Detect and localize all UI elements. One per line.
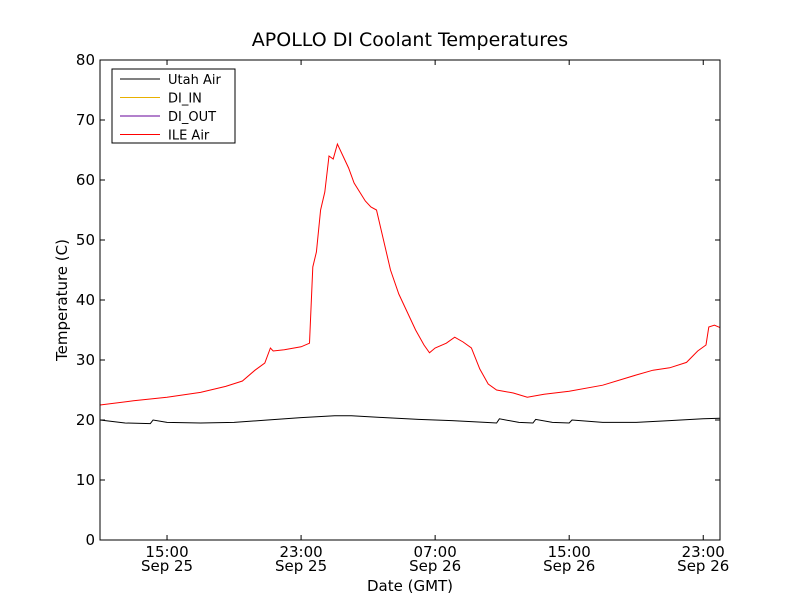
x-tick-label-time: 07:00 — [414, 543, 457, 561]
x-tick-label-date: Sep 25 — [141, 557, 193, 575]
legend-label: Utah Air — [168, 73, 221, 88]
chart-title: APOLLO DI Coolant Temperatures — [252, 29, 568, 51]
x-axis-label: Date (GMT) — [367, 577, 453, 595]
y-tick-label: 30 — [76, 351, 95, 369]
series-line-3 — [99, 142, 721, 406]
x-tick-label-date: Sep 26 — [677, 557, 729, 575]
legend-label: ILE Air — [168, 129, 210, 144]
x-tick-label-date: Sep 26 — [409, 557, 461, 575]
x-tick-label-time: 15:00 — [145, 543, 188, 561]
y-axis: 0 10 20 30 40 50 60 70 80 — [76, 51, 720, 549]
y-tick-label: 50 — [76, 231, 95, 249]
y-tick-label: 70 — [76, 111, 95, 129]
legend-label: DI_IN — [168, 92, 202, 107]
x-tick-label-time: 15:00 — [548, 543, 591, 561]
x-tick-label-date: Sep 26 — [543, 557, 595, 575]
x-tick-label-time: 23:00 — [682, 543, 725, 561]
y-tick-label: 40 — [76, 291, 95, 309]
legend: Utah Air DI_IN DI_OUT ILE Air — [111, 68, 236, 144]
y-tick-label: 10 — [76, 471, 95, 489]
legend-box — [111, 68, 236, 144]
x-tick-label-time: 23:00 — [279, 543, 322, 561]
y-tick-label: 0 — [85, 531, 95, 549]
y-tick-label: 20 — [76, 411, 95, 429]
plot-lines — [99, 142, 721, 425]
series-line-0 — [99, 415, 721, 425]
legend-items: Utah Air DI_IN DI_OUT ILE Air — [120, 73, 221, 144]
x-tick-label-date: Sep 25 — [275, 557, 327, 575]
y-tick-label: 60 — [76, 171, 95, 189]
y-tick-label: 80 — [76, 51, 95, 69]
legend-label: DI_OUT — [168, 110, 216, 125]
y-axis-label: Temperature (C) — [53, 239, 71, 362]
